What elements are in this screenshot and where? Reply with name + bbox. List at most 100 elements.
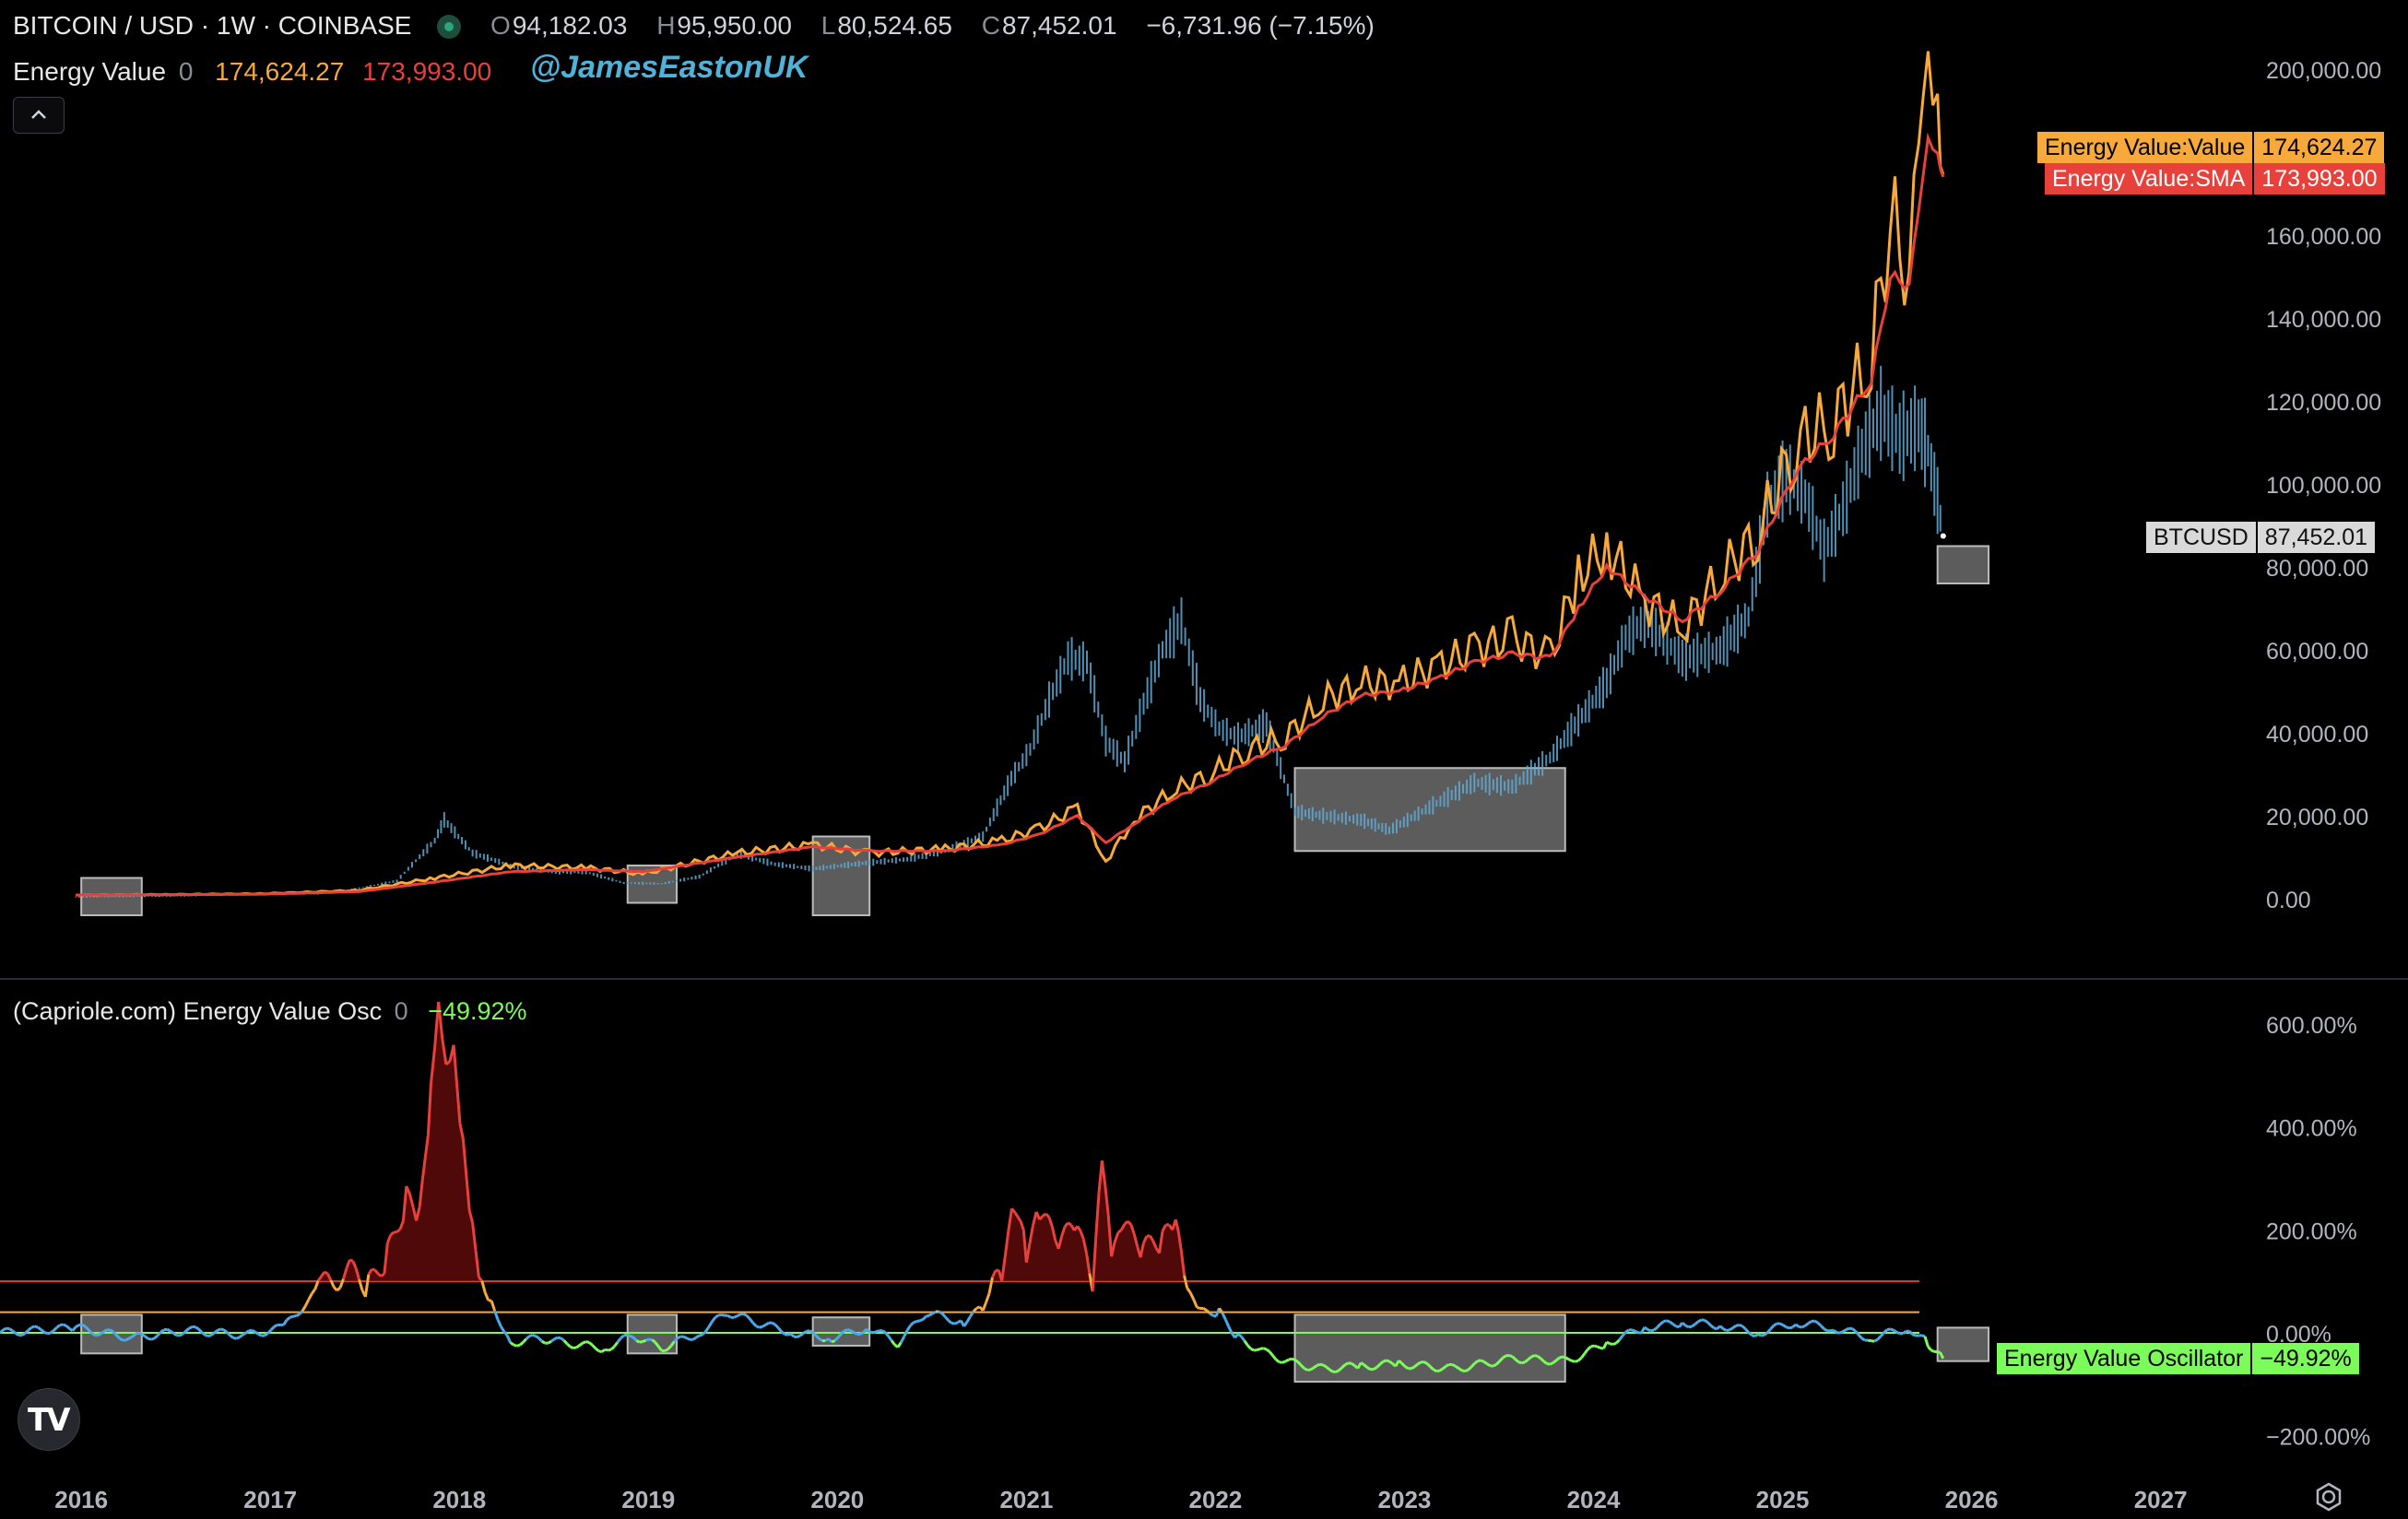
osc-segment bbox=[714, 1313, 720, 1319]
osc-segment bbox=[1656, 1323, 1662, 1329]
osc-segment bbox=[1893, 1328, 1898, 1334]
osc-segment bbox=[1709, 1324, 1716, 1329]
osc-segment bbox=[1662, 1319, 1668, 1324]
osc-segment bbox=[654, 1341, 660, 1348]
time-axis[interactable]: 2016 2017 2018 2019 2020 2021 2022 2023 2024 2025… bbox=[54, 1486, 2187, 1513]
osc-segment bbox=[1860, 1336, 1866, 1342]
market-status-icon[interactable] bbox=[437, 15, 462, 39]
osc-segment bbox=[995, 1268, 999, 1273]
osc-segment bbox=[1451, 1363, 1457, 1368]
osc-segment bbox=[1079, 1230, 1085, 1240]
osc-segment bbox=[345, 1259, 351, 1269]
osc-segment bbox=[295, 1313, 301, 1317]
osc-segment bbox=[420, 1157, 427, 1181]
sma-tag-value: 173,993.00 bbox=[2252, 163, 2385, 194]
settings-gear-icon[interactable] bbox=[2314, 1482, 2343, 1512]
osc-segment bbox=[931, 1310, 937, 1315]
osc-segment bbox=[1816, 1321, 1823, 1327]
osc-segment bbox=[1820, 1325, 1825, 1330]
price-pane[interactable] bbox=[75, 51, 1990, 916]
energy-value-tag-value: 174,624.27 bbox=[2252, 132, 2385, 163]
osc-segment bbox=[771, 1321, 776, 1326]
osc-segment bbox=[1902, 1330, 1907, 1335]
osc-segment bbox=[1388, 1360, 1394, 1365]
oscillator-pane[interactable] bbox=[0, 1001, 1990, 1384]
osc-segment bbox=[1056, 1235, 1064, 1250]
osc-segment bbox=[1240, 1336, 1246, 1342]
btcusd-price-tag: BTCUSD 87,452.01 bbox=[2146, 522, 2376, 553]
osc-segment bbox=[909, 1321, 915, 1326]
osc-name[interactable]: (Capriole.com) Energy Value Osc bbox=[13, 997, 383, 1025]
osc-segment bbox=[1010, 1207, 1017, 1214]
osc-segment bbox=[1486, 1362, 1492, 1368]
osc-segment bbox=[1571, 1360, 1576, 1363]
osc-segment bbox=[395, 1228, 401, 1233]
osc-segment bbox=[1593, 1344, 1599, 1348]
osc-segment bbox=[1788, 1325, 1793, 1330]
osc-segment bbox=[493, 1310, 500, 1320]
osc-segment bbox=[651, 1338, 656, 1344]
osc-segment bbox=[1344, 1361, 1350, 1366]
osc-segment bbox=[1895, 1330, 1901, 1336]
osc-segment bbox=[623, 1333, 628, 1337]
osc-segment bbox=[751, 1322, 758, 1327]
osc-overbought-fill bbox=[0, 1001, 1943, 1282]
osc-segment bbox=[1386, 1359, 1390, 1363]
osc-segment bbox=[389, 1231, 395, 1236]
osc-segment bbox=[1769, 1325, 1776, 1330]
indicator-legend[interactable]: Energy Value 0 174,624.27 173,993.00 bbox=[13, 57, 491, 87]
osc-segment bbox=[532, 1333, 537, 1337]
osc-segment bbox=[1842, 1328, 1847, 1333]
price-change: −6,731.96 (−7.15%) bbox=[1146, 11, 1375, 40]
osc-segment bbox=[764, 1322, 770, 1326]
osc-segment bbox=[682, 1335, 688, 1340]
osc-segment bbox=[1271, 1354, 1278, 1360]
osc-segment bbox=[1927, 1346, 1932, 1351]
osc-segment bbox=[1158, 1231, 1164, 1254]
osc-segment bbox=[1583, 1348, 1589, 1355]
osc-segment bbox=[1939, 1351, 1945, 1360]
osc-segment bbox=[981, 1301, 988, 1312]
osc-segment bbox=[721, 1313, 726, 1317]
energy-value-sma-line bbox=[76, 132, 1945, 897]
osc-segment bbox=[292, 1314, 297, 1318]
osc-segment bbox=[1930, 1348, 1935, 1353]
osc-segment bbox=[254, 1330, 260, 1336]
osc-segment bbox=[1536, 1354, 1541, 1360]
osc-segment bbox=[1422, 1360, 1428, 1365]
osc-segment bbox=[1703, 1319, 1709, 1324]
osc-segment bbox=[1480, 1359, 1485, 1363]
osc-segment bbox=[1763, 1331, 1769, 1336]
osc-segment bbox=[1461, 1369, 1466, 1373]
oscillator-axis[interactable]: 600.00%400.00%200.00%0.00%−200.00% bbox=[2266, 1013, 2370, 1451]
oscillator-tag-label: Energy Value Oscillator bbox=[1997, 1343, 2251, 1374]
osc-segment bbox=[900, 1336, 906, 1344]
osc-segment bbox=[528, 1334, 534, 1338]
osc-segment bbox=[11, 1329, 18, 1335]
osc-segment bbox=[1889, 1327, 1895, 1332]
osc-segment bbox=[1085, 1253, 1092, 1274]
osc-segment bbox=[242, 1331, 247, 1336]
osc-segment bbox=[418, 1179, 424, 1207]
sma-tag-label: Energy Value:SMA bbox=[2045, 163, 2253, 194]
osc-segment bbox=[1495, 1360, 1501, 1366]
osc-segment bbox=[1291, 1357, 1295, 1361]
tradingview-logo-icon[interactable]: TV bbox=[18, 1388, 80, 1451]
collapse-legend-button[interactable] bbox=[13, 97, 65, 134]
osc-segment bbox=[43, 1330, 48, 1336]
osc-segment bbox=[1100, 1160, 1107, 1186]
osc-segment bbox=[1094, 1193, 1101, 1241]
osc-segment bbox=[1846, 1326, 1850, 1331]
osc-segment bbox=[560, 1336, 565, 1342]
osc-segment bbox=[784, 1332, 788, 1336]
osc-segment bbox=[169, 1329, 174, 1335]
osc-segment bbox=[1067, 1221, 1072, 1227]
indicator-name[interactable]: Energy Value bbox=[13, 57, 167, 86]
osc-segment bbox=[407, 1193, 415, 1207]
oscillator-legend[interactable]: (Capriole.com) Energy Value Osc 0 −49.92… bbox=[13, 997, 527, 1026]
osc-segment bbox=[733, 1314, 738, 1319]
osc-segment bbox=[965, 1315, 972, 1323]
osc-segment bbox=[1000, 1255, 1007, 1281]
symbol-title[interactable]: BITCOIN / USD · 1W · COINBASE bbox=[13, 11, 412, 40]
